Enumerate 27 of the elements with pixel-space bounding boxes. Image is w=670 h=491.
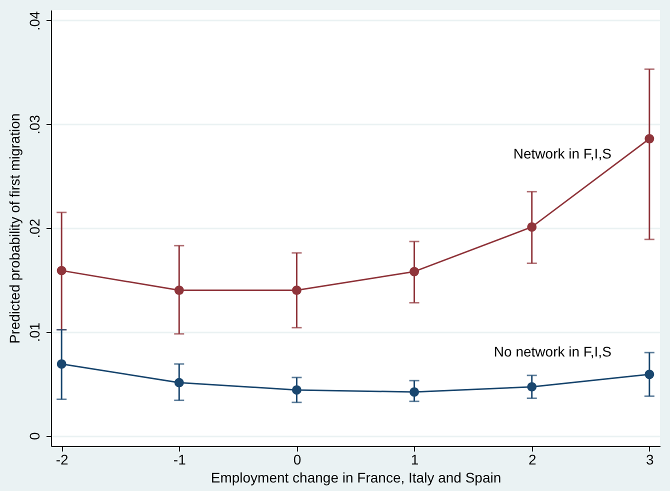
point	[292, 286, 302, 296]
point	[644, 370, 654, 380]
point	[410, 266, 420, 276]
x-tick-label: 3	[646, 452, 654, 468]
series-label: Network in F,I,S	[513, 146, 612, 162]
y-tick-label: .02	[26, 218, 42, 238]
y-axis-title: Predicted probability of first migration	[6, 113, 22, 344]
point	[644, 134, 654, 144]
y-tick-label: 0	[26, 432, 42, 440]
point	[56, 266, 66, 276]
y-tick-label: .03	[26, 114, 42, 134]
y-tick-label: .01	[26, 322, 42, 342]
point	[56, 359, 66, 369]
x-tick-label: 0	[293, 452, 302, 468]
point	[174, 378, 184, 388]
x-axis-title: Employment change in France, Italy and Spain	[210, 470, 502, 486]
point	[527, 382, 537, 392]
point	[527, 222, 537, 232]
point	[410, 387, 420, 397]
point	[292, 385, 302, 395]
x-tick-label: 1	[410, 452, 419, 468]
series-label: No network in F,I,S	[494, 343, 612, 360]
x-tick-label: -1	[173, 452, 186, 468]
x-tick-label: -2	[56, 452, 69, 468]
y-tick-label: .04	[26, 10, 42, 31]
x-tick-label: 2	[528, 452, 536, 468]
point	[174, 286, 184, 296]
